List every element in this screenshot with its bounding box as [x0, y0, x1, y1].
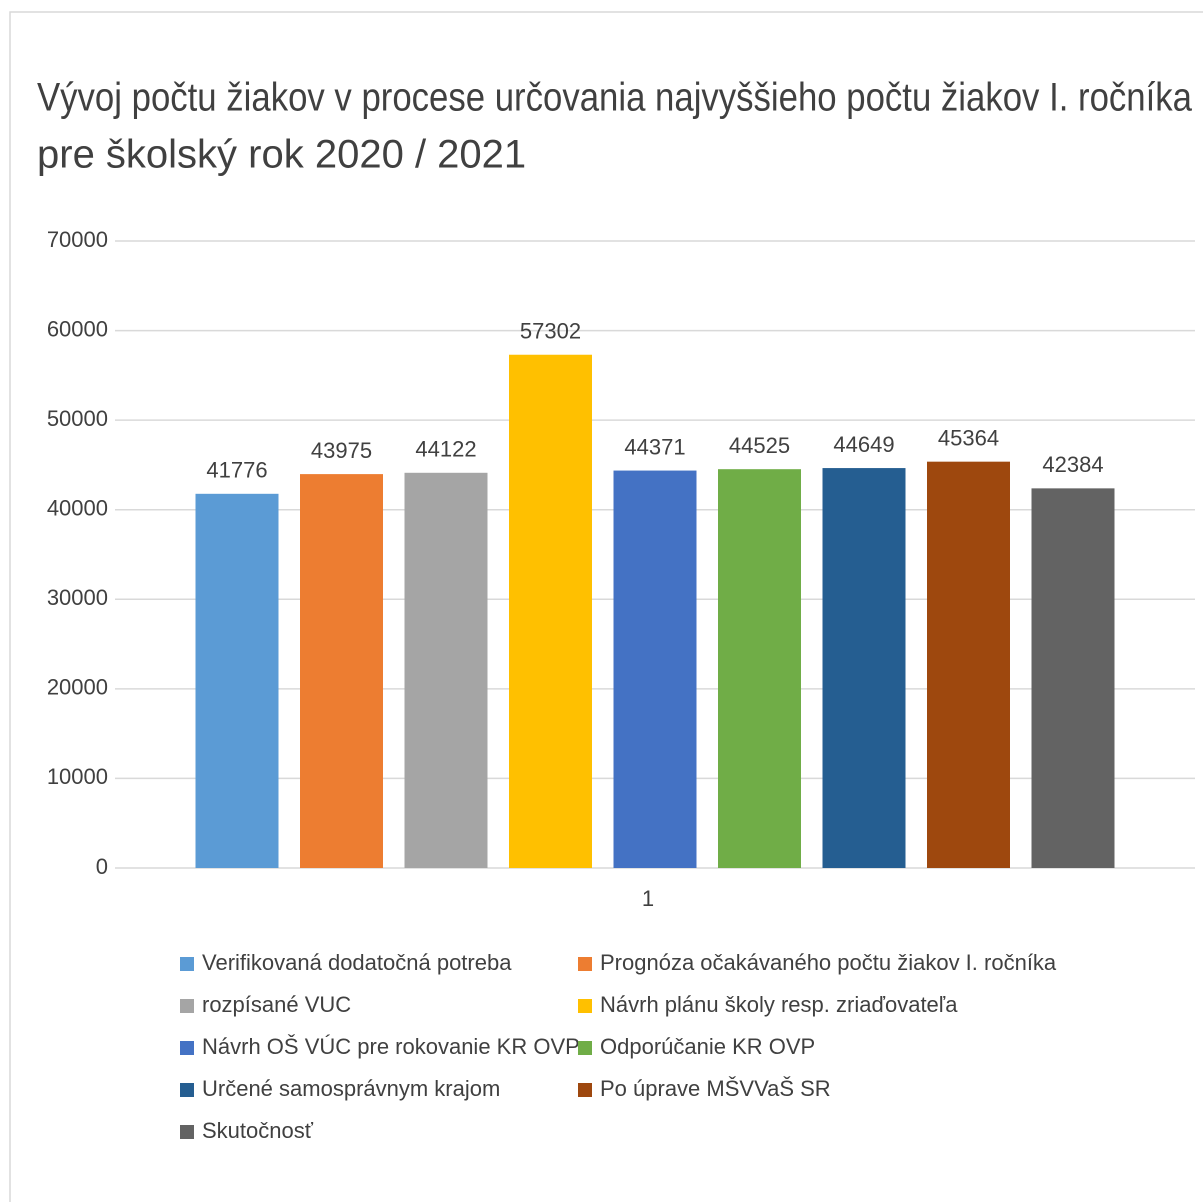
- legend-label: rozpísané VUC: [202, 992, 351, 1017]
- legend-swatch: [578, 1083, 592, 1097]
- bar: [195, 493, 279, 868]
- value-label: 44371: [624, 434, 685, 459]
- legend-label: Po úprave MŠVVaŠ SR: [600, 1076, 831, 1101]
- y-tick-label: 50000: [47, 406, 108, 431]
- value-label: 41776: [206, 458, 267, 483]
- bar: [927, 461, 1010, 868]
- y-tick-label: 0: [96, 854, 108, 879]
- value-label: 45364: [938, 425, 999, 450]
- value-label: 44649: [833, 432, 894, 457]
- y-tick-label: 10000: [47, 764, 108, 789]
- legend-swatch: [578, 999, 592, 1013]
- value-label: 42384: [1042, 452, 1103, 477]
- legend-swatch: [180, 1125, 194, 1139]
- y-tick-label: 20000: [47, 675, 108, 700]
- y-tick-label: 70000: [47, 227, 108, 252]
- legend-swatch: [578, 1041, 592, 1055]
- legend-label: Návrh plánu školy resp. zriaďovateľa: [600, 992, 958, 1017]
- legend-label: Určené samosprávnym krajom: [202, 1076, 500, 1101]
- legend-label: Prognóza očakávaného počtu žiakov I. roč…: [600, 950, 1057, 975]
- bar: [300, 474, 383, 868]
- value-label: 57302: [520, 319, 581, 344]
- legend-label: Verifikovaná dodatočná potreba: [202, 950, 512, 975]
- y-tick-label: 40000: [47, 496, 108, 521]
- value-label: 43975: [311, 438, 372, 463]
- y-tick-label: 30000: [47, 585, 108, 610]
- legend-swatch: [180, 1041, 194, 1055]
- bar: [613, 470, 697, 868]
- legend-swatch: [180, 957, 194, 971]
- bar: [1031, 488, 1115, 868]
- bar: [822, 468, 906, 868]
- chart-title: Vývoj počtu žiakov v procese určovania n…: [37, 76, 1193, 120]
- chart-title: pre školský rok 2020 / 2021: [37, 133, 526, 177]
- chart-frame: [9, 11, 1203, 1202]
- y-tick-label: 60000: [47, 316, 108, 341]
- x-tick-label: 1: [642, 886, 654, 911]
- legend-swatch: [180, 1083, 194, 1097]
- value-label: 44525: [729, 433, 790, 458]
- legend-swatch: [578, 957, 592, 971]
- bar: [509, 354, 592, 868]
- legend-label: Odporúčanie KR OVP: [600, 1034, 815, 1059]
- legend-swatch: [180, 999, 194, 1013]
- legend-label: Návrh OŠ VÚC pre rokovanie KR OVP: [202, 1034, 580, 1059]
- value-label: 44122: [415, 437, 476, 462]
- bar: [718, 469, 801, 868]
- legend-label: Skutočnosť: [202, 1118, 314, 1143]
- bar: [404, 472, 488, 868]
